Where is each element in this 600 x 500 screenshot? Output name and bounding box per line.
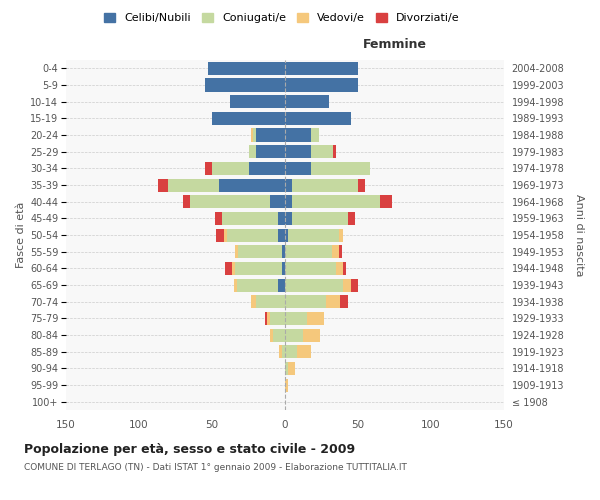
Bar xyxy=(271,312,285,325)
Bar xyxy=(292,178,358,192)
Bar xyxy=(326,295,340,308)
Bar xyxy=(235,245,238,258)
Bar xyxy=(279,345,282,358)
Bar xyxy=(336,262,343,275)
Bar xyxy=(248,145,256,158)
Bar xyxy=(220,178,285,192)
Bar xyxy=(212,162,248,175)
Bar xyxy=(235,262,282,275)
Bar xyxy=(285,128,311,141)
Bar xyxy=(253,128,256,141)
Bar xyxy=(285,162,311,175)
Legend: Celibi/Nubili, Coniugati/e, Vedovi/e, Divorziati/e: Celibi/Nubili, Coniugati/e, Vedovi/e, Di… xyxy=(102,10,462,26)
Bar xyxy=(282,345,285,358)
Bar xyxy=(285,328,302,342)
Bar xyxy=(251,295,256,308)
Bar xyxy=(215,212,222,225)
Bar xyxy=(217,228,224,241)
Bar xyxy=(212,112,285,125)
Bar xyxy=(222,212,278,225)
Bar xyxy=(278,278,285,291)
Bar xyxy=(285,62,358,75)
Bar xyxy=(282,245,285,258)
Bar xyxy=(285,362,288,375)
Bar xyxy=(285,378,288,392)
Bar xyxy=(278,228,285,241)
Bar xyxy=(285,145,311,158)
Bar xyxy=(288,362,295,375)
Bar xyxy=(292,212,348,225)
Bar xyxy=(311,128,319,141)
Bar xyxy=(232,262,235,275)
Bar xyxy=(190,195,271,208)
Bar xyxy=(285,345,296,358)
Bar xyxy=(350,278,358,291)
Bar xyxy=(282,262,285,275)
Bar xyxy=(271,328,274,342)
Bar xyxy=(358,178,365,192)
Bar xyxy=(307,312,325,325)
Bar xyxy=(274,328,285,342)
Y-axis label: Fasce di età: Fasce di età xyxy=(16,202,26,268)
Bar xyxy=(340,295,348,308)
Bar xyxy=(285,78,358,92)
Bar xyxy=(256,145,285,158)
Bar xyxy=(265,312,268,325)
Bar xyxy=(285,228,288,241)
Bar xyxy=(339,228,343,241)
Bar xyxy=(225,262,232,275)
Bar xyxy=(288,228,339,241)
Bar xyxy=(224,228,227,241)
Bar xyxy=(380,195,392,208)
Bar xyxy=(285,262,336,275)
Bar xyxy=(285,312,307,325)
Bar xyxy=(230,95,285,108)
Bar xyxy=(251,128,253,141)
Bar xyxy=(285,178,292,192)
Bar xyxy=(183,195,190,208)
Bar xyxy=(343,262,346,275)
Bar xyxy=(205,78,285,92)
Bar xyxy=(343,278,350,291)
Bar xyxy=(238,245,282,258)
Bar xyxy=(158,178,168,192)
Bar xyxy=(285,195,292,208)
Bar xyxy=(285,112,350,125)
Bar xyxy=(311,145,333,158)
Text: COMUNE DI TERLAGO (TN) - Dati ISTAT 1° gennaio 2009 - Elaborazione TUTTITALIA.IT: COMUNE DI TERLAGO (TN) - Dati ISTAT 1° g… xyxy=(24,462,407,471)
Bar xyxy=(285,278,343,291)
Bar xyxy=(234,278,237,291)
Bar xyxy=(237,278,278,291)
Bar xyxy=(348,212,355,225)
Bar xyxy=(285,212,292,225)
Bar xyxy=(296,345,311,358)
Bar xyxy=(271,195,285,208)
Text: Popolazione per età, sesso e stato civile - 2009: Popolazione per età, sesso e stato civil… xyxy=(24,442,355,456)
Bar xyxy=(205,162,212,175)
Bar xyxy=(333,145,336,158)
Bar xyxy=(268,312,271,325)
Y-axis label: Anni di nascita: Anni di nascita xyxy=(574,194,584,276)
Bar xyxy=(248,162,285,175)
Bar xyxy=(311,162,370,175)
Bar xyxy=(278,212,285,225)
Bar xyxy=(339,245,342,258)
Bar xyxy=(285,95,329,108)
Bar xyxy=(256,128,285,141)
Bar xyxy=(256,295,285,308)
Bar xyxy=(168,178,220,192)
Bar xyxy=(208,62,285,75)
Bar xyxy=(227,228,278,241)
Bar xyxy=(285,245,332,258)
Text: Femmine: Femmine xyxy=(362,38,427,52)
Bar xyxy=(292,195,380,208)
Bar xyxy=(285,295,326,308)
Bar xyxy=(332,245,339,258)
Bar xyxy=(302,328,320,342)
